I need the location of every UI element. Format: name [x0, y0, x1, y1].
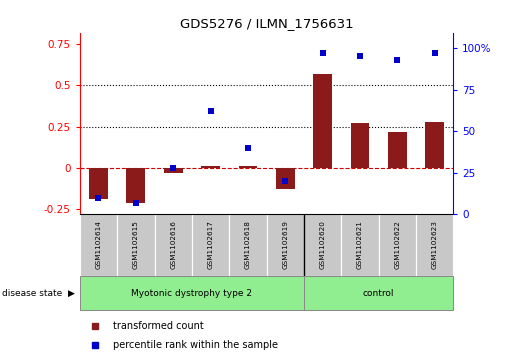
Text: GSM1102616: GSM1102616 [170, 221, 176, 269]
Point [207, 108, 215, 114]
Bar [416, 214, 453, 276]
Point [132, 200, 140, 205]
Text: GSM1102619: GSM1102619 [282, 221, 288, 269]
Bar [388, 132, 406, 168]
Bar [117, 214, 154, 276]
Bar [127, 168, 145, 203]
Bar [238, 166, 257, 168]
Bar [351, 123, 369, 168]
Bar [89, 168, 108, 199]
Text: transformed count: transformed count [113, 321, 204, 331]
Bar [201, 166, 220, 168]
Bar [304, 276, 453, 310]
Text: GSM1102621: GSM1102621 [357, 221, 363, 269]
Bar [267, 214, 304, 276]
Point [393, 57, 401, 63]
Bar [192, 214, 229, 276]
Text: GSM1102614: GSM1102614 [95, 221, 101, 269]
Bar [80, 214, 117, 276]
Title: GDS5276 / ILMN_1756631: GDS5276 / ILMN_1756631 [180, 17, 353, 30]
Point [318, 50, 327, 56]
Bar [313, 74, 332, 168]
Text: percentile rank within the sample: percentile rank within the sample [113, 340, 279, 350]
Bar [379, 214, 416, 276]
Point [356, 53, 364, 59]
Bar [164, 168, 182, 173]
Point [169, 165, 177, 171]
Point [431, 50, 439, 56]
Text: GSM1102617: GSM1102617 [208, 221, 214, 269]
Text: GSM1102623: GSM1102623 [432, 221, 438, 269]
Bar [80, 276, 304, 310]
Bar [229, 214, 267, 276]
Point [281, 178, 289, 184]
Bar [425, 122, 444, 168]
Bar [276, 168, 295, 189]
Text: GSM1102622: GSM1102622 [394, 221, 400, 269]
Bar [154, 214, 192, 276]
Text: Myotonic dystrophy type 2: Myotonic dystrophy type 2 [131, 289, 252, 298]
Text: GSM1102618: GSM1102618 [245, 221, 251, 269]
Text: GSM1102615: GSM1102615 [133, 221, 139, 269]
Bar [341, 214, 379, 276]
Text: disease state  ▶: disease state ▶ [2, 289, 75, 298]
Text: GSM1102620: GSM1102620 [319, 221, 325, 269]
Point [94, 195, 102, 200]
Text: control: control [363, 289, 394, 298]
Bar [304, 214, 341, 276]
Point [244, 145, 252, 151]
